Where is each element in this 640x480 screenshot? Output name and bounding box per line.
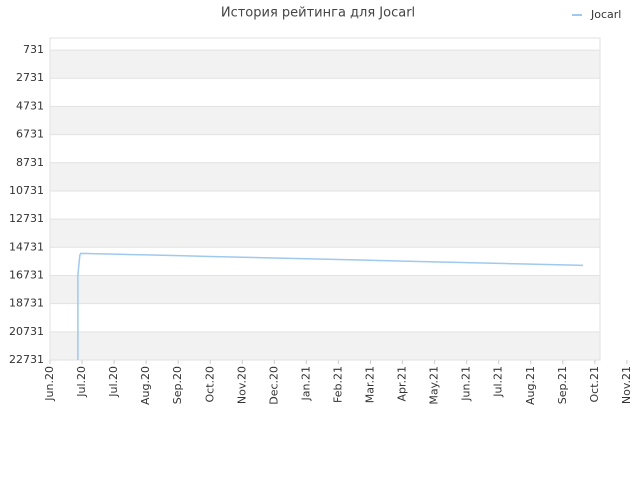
x-tick-label: Sep.20	[171, 366, 184, 404]
grid-band	[50, 303, 600, 332]
x-tick-label: Nov.20	[235, 366, 248, 404]
grid-band	[50, 78, 600, 107]
y-tick-label: 10731	[9, 184, 44, 197]
plot-border	[49, 37, 601, 361]
y-tick-label: 6731	[16, 128, 44, 141]
grid-band	[50, 275, 600, 304]
x-tick-label: Jun.20	[43, 366, 56, 402]
y-tick-label: 14731	[9, 240, 44, 253]
x-tick-label: Aug.21	[524, 366, 537, 405]
x-tick-label: Jan.21	[299, 366, 312, 401]
grid-band	[50, 106, 600, 135]
x-tick-label: Oct.20	[203, 366, 216, 403]
grid-band	[50, 331, 600, 360]
y-tick-label: 731	[23, 43, 44, 56]
grid-band	[50, 190, 600, 220]
grid-band	[50, 134, 600, 163]
x-tick-label: Apr.21	[396, 366, 409, 402]
y-tick-label: 12731	[9, 212, 44, 225]
x-tick-label: Jun.21	[460, 366, 473, 402]
y-tick-label: 16731	[9, 268, 44, 281]
legend-label: Jocarl	[590, 8, 621, 21]
x-tick-label: Mar.21	[364, 366, 377, 403]
y-tick-label: 2731	[16, 71, 44, 84]
x-tick-label: Jul.20	[75, 366, 88, 398]
y-tick-label: 8731	[16, 156, 44, 169]
y-tick-label: 20731	[9, 325, 44, 338]
x-tick-label: Feb.21	[331, 366, 344, 403]
x-tick-label: Aug.20	[139, 366, 152, 405]
grid-band	[50, 162, 600, 191]
x-tick-label: May.21	[428, 366, 441, 405]
x-tick-label: Nov.21	[620, 366, 633, 404]
grid-band	[50, 247, 600, 276]
grid-band	[50, 219, 600, 248]
x-tick-label: Oct.21	[588, 366, 601, 403]
y-tick-label: 4731	[16, 99, 44, 112]
x-tick-label: Jul.21	[492, 366, 505, 398]
x-tick-label: Jul.20	[107, 366, 120, 398]
x-tick-label: Sep.21	[556, 366, 569, 404]
x-tick-label: Dec.20	[267, 366, 280, 405]
chart-title: История рейтинга для Jocarl	[221, 6, 415, 21]
y-tick-label: 22731	[9, 353, 44, 366]
line-series	[77, 252, 584, 360]
grid-band	[50, 50, 600, 79]
grid-band	[50, 38, 600, 51]
y-tick-label: 18731	[9, 297, 44, 310]
